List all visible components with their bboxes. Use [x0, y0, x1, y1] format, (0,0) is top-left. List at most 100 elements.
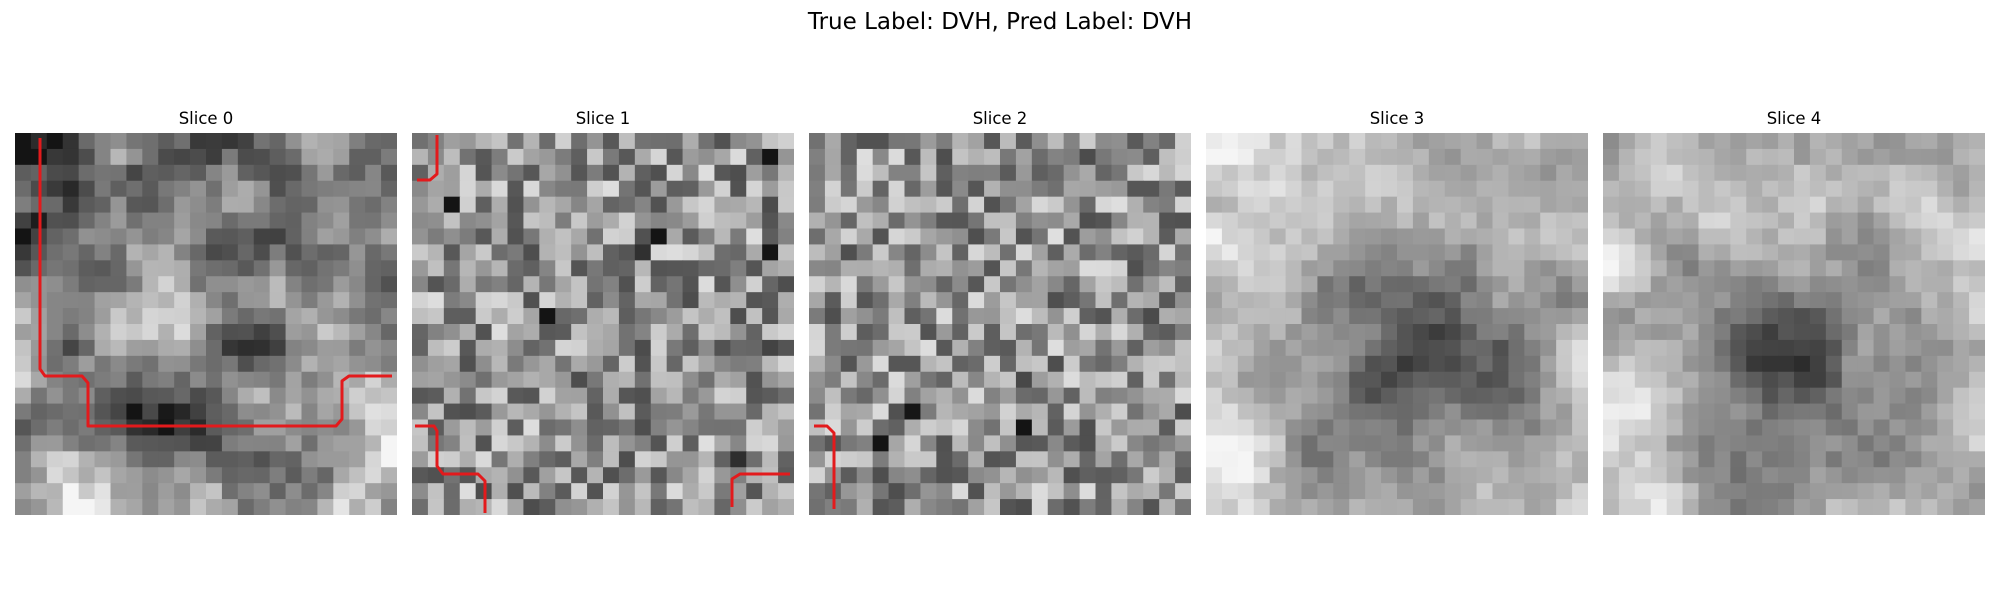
pixel-cell	[618, 355, 636, 373]
pixel-cell	[1841, 451, 1859, 468]
pixel-cell	[1937, 403, 1954, 421]
pixel-cell	[539, 371, 556, 389]
pixel-cell	[1269, 451, 1287, 468]
pixel-cell	[110, 467, 128, 484]
pixel-cell	[1841, 403, 1859, 421]
pixel-cell	[1857, 164, 1875, 182]
pixel-cell	[1015, 339, 1033, 357]
pixel-cell	[1015, 324, 1033, 341]
pixel-cell	[1047, 292, 1065, 309]
pixel-cell	[840, 403, 858, 421]
pixel-cell	[1397, 451, 1414, 468]
pixel-cell	[1762, 499, 1779, 515]
pixel-cell	[824, 133, 842, 150]
pixel-cell	[1095, 419, 1113, 437]
pixel-cell	[824, 164, 842, 182]
pixel-cell	[730, 244, 747, 261]
pixel-cell	[762, 212, 779, 230]
pixel-cell	[904, 244, 922, 261]
pixel-cell	[1809, 419, 1827, 437]
pixel-cell	[1889, 339, 1907, 357]
pixel-cell	[237, 133, 255, 150]
pixel-cell	[221, 339, 239, 357]
pixel-cell	[634, 467, 652, 484]
pixel-cell	[634, 196, 652, 214]
pixel-cell	[1730, 419, 1747, 437]
pixel-cell	[1524, 180, 1541, 198]
pixel-cell	[1969, 339, 1985, 357]
pixel-cell	[62, 419, 80, 437]
pixel-cell	[1000, 276, 1017, 293]
pixel-cell	[1269, 292, 1287, 309]
pixel-cell	[1841, 180, 1859, 198]
pixel-cell	[317, 467, 334, 484]
pixel-cell	[507, 435, 525, 452]
pixel-cell	[824, 403, 842, 421]
pixel-cell	[1095, 308, 1113, 325]
pixel-cell	[840, 451, 858, 468]
pixel-cell	[888, 371, 906, 389]
pixel-cell	[1253, 260, 1271, 277]
pixel-cell	[523, 228, 540, 246]
pixel-cell	[1634, 228, 1652, 246]
pixel-cell	[1698, 324, 1716, 341]
pixel-cell	[507, 196, 525, 214]
pixel-cell	[539, 212, 556, 230]
pixel-cell	[603, 324, 620, 341]
pixel-cell	[1221, 324, 1239, 341]
pixel-cell	[491, 228, 509, 246]
pixel-cell	[190, 467, 207, 484]
pixel-cell	[365, 196, 382, 214]
pixel-cell	[1762, 419, 1779, 437]
pixel-cell	[1476, 355, 1494, 373]
pixel-cell	[603, 292, 620, 309]
slice-image	[412, 133, 794, 515]
pixel-cell	[1333, 164, 1350, 182]
pixel-cell	[1237, 196, 1255, 214]
pixel-cell	[872, 212, 890, 230]
pixel-cell	[1953, 387, 1970, 405]
pixel-cell	[78, 355, 96, 373]
pixel-cell	[1175, 467, 1191, 484]
pixel-cell	[253, 164, 271, 182]
pixel-cell	[1634, 212, 1652, 230]
pixel-cell	[285, 324, 303, 341]
pixel-cell	[603, 180, 620, 198]
pixel-cell	[1095, 355, 1113, 373]
slice-panel-2: Slice 2	[809, 108, 1191, 515]
pixel-cell	[1540, 133, 1557, 150]
pixel-cell	[1381, 403, 1398, 421]
pixel-cell	[824, 292, 842, 309]
pixel-cell	[1762, 244, 1779, 261]
pixel-cell	[1746, 483, 1763, 500]
pixel-cell	[1253, 355, 1271, 373]
pixel-cell	[301, 260, 319, 277]
pixel-cell	[1666, 244, 1684, 261]
pixel-cell	[618, 451, 636, 468]
pixel-cell	[285, 419, 303, 437]
pixel-cell	[856, 260, 874, 277]
pixel-cell	[1412, 196, 1430, 214]
pixel-cell	[142, 260, 159, 277]
pixel-cell	[618, 148, 636, 166]
pixel-cell	[1460, 196, 1478, 214]
pixel-cell	[1873, 403, 1891, 421]
pixel-cell	[872, 403, 890, 421]
pixel-cell	[1015, 133, 1033, 150]
pixel-cell	[1111, 499, 1128, 515]
pixel-cell	[459, 355, 477, 373]
pixel-cell	[1618, 164, 1636, 182]
pixel-cell	[237, 228, 255, 246]
pixel-cell	[840, 387, 858, 405]
pixel-cell	[1889, 212, 1907, 230]
pixel-cell	[1095, 180, 1113, 198]
pixel-cell	[1857, 260, 1875, 277]
pixel-cell	[1698, 371, 1716, 389]
pixel-cell	[1063, 228, 1081, 246]
pixel-cell	[698, 403, 716, 421]
pixel-cell	[1905, 467, 1922, 484]
pixel-cell	[936, 371, 953, 389]
pixel-cell	[1905, 339, 1922, 357]
pixel-cell	[1762, 212, 1779, 230]
pixel-cell	[1730, 371, 1747, 389]
